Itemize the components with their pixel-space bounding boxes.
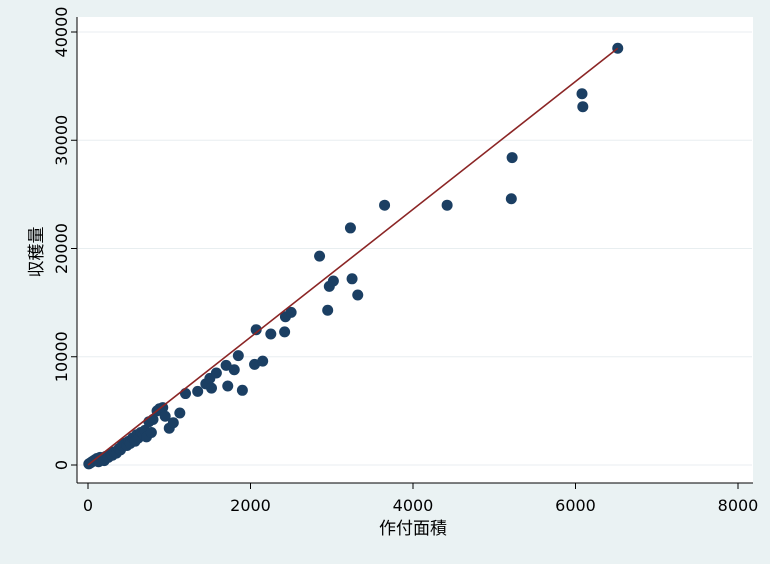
data-point bbox=[192, 385, 204, 397]
data-point bbox=[505, 193, 517, 205]
data-point bbox=[236, 384, 248, 396]
y-tick-label: 0 bbox=[52, 460, 71, 470]
x-tick-label: 0 bbox=[83, 496, 93, 515]
x-tick-label: 2000 bbox=[230, 496, 271, 515]
data-point bbox=[327, 275, 339, 287]
data-point bbox=[279, 326, 291, 338]
grid-lines bbox=[78, 31, 752, 466]
axes: 0 10000 20000 30000 40000 0 2000 4000 6000 8000 bbox=[52, 7, 758, 515]
y-tick-label: 30000 bbox=[52, 115, 71, 166]
data-point bbox=[285, 306, 297, 318]
data-point bbox=[379, 199, 391, 211]
y-tick-label: 10000 bbox=[52, 331, 71, 382]
x-tick-label: 4000 bbox=[393, 496, 434, 515]
x-tick-label: 6000 bbox=[555, 496, 596, 515]
data-point bbox=[222, 380, 234, 392]
y-axis-title: 収穫量 bbox=[27, 227, 47, 278]
data-point bbox=[232, 350, 244, 362]
data-point bbox=[145, 427, 157, 439]
data-marks bbox=[83, 42, 624, 470]
data-point bbox=[250, 324, 262, 336]
data-point bbox=[257, 355, 269, 367]
data-point bbox=[506, 152, 518, 164]
x-axis-title: 作付面積 bbox=[379, 519, 447, 539]
data-point bbox=[180, 388, 191, 400]
data-point bbox=[210, 367, 222, 379]
fit-line bbox=[87, 47, 619, 466]
data-point bbox=[206, 382, 217, 394]
data-point bbox=[167, 417, 179, 429]
y-tick-label: 20000 bbox=[52, 223, 71, 274]
data-point bbox=[322, 304, 334, 316]
data-point bbox=[159, 410, 171, 422]
data-point bbox=[174, 407, 186, 419]
data-point bbox=[441, 199, 453, 211]
data-point bbox=[344, 222, 356, 234]
data-point bbox=[314, 250, 326, 262]
data-point bbox=[576, 88, 588, 100]
plot-area bbox=[77, 17, 753, 483]
data-point bbox=[220, 359, 232, 371]
data-point bbox=[352, 289, 364, 301]
y-tick-label: 40000 bbox=[52, 7, 71, 58]
data-point bbox=[346, 273, 358, 285]
data-point bbox=[228, 364, 240, 376]
data-point bbox=[265, 328, 277, 340]
data-point bbox=[577, 101, 589, 113]
x-tick-label: 8000 bbox=[718, 496, 759, 515]
